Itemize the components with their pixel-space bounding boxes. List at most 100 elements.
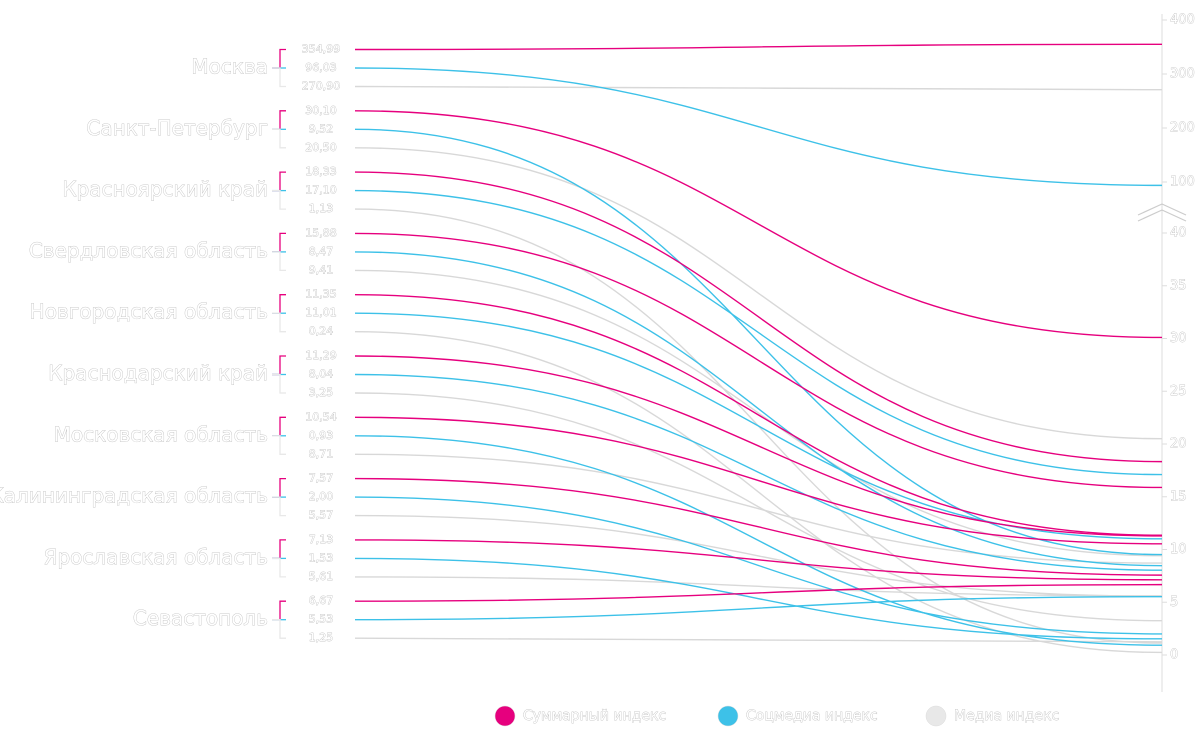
value-label: 7,13 (309, 533, 334, 546)
value-label: 96,03 (305, 61, 337, 74)
legend-marker (494, 705, 516, 727)
slope-line (354, 576, 1163, 597)
bracket (272, 600, 286, 621)
value-label: 1,13 (309, 202, 334, 215)
bracket (272, 557, 286, 578)
value-label: 10,54 (305, 410, 337, 423)
legend-label[interactable]: Соцмедиа индекс (746, 708, 878, 725)
value-label: 6,67 (309, 594, 334, 607)
value-label: 8,04 (309, 368, 334, 381)
bracket (272, 477, 286, 498)
bracket (272, 416, 286, 437)
value-label: 18,33 (305, 165, 337, 178)
value-label: 9,41 (309, 263, 334, 276)
bracket (272, 294, 286, 314)
legend-marker (717, 705, 739, 727)
slope-line (354, 477, 1163, 576)
legend-label[interactable]: Суммарный индекс (523, 708, 667, 725)
value-label: 2,00 (309, 490, 334, 503)
bracket (272, 67, 286, 88)
region-label: Новгородская область (30, 300, 268, 324)
slope-line (354, 355, 1163, 537)
y-tick-label: 20 (1170, 437, 1187, 452)
value-label: 8,47 (309, 245, 334, 258)
value-label: 5,61 (309, 570, 334, 583)
y-tick-label: 35 (1170, 278, 1187, 293)
value-label: 3,25 (309, 386, 334, 399)
slope-line (354, 232, 1163, 489)
slope-line (354, 251, 1163, 567)
bracket (272, 619, 286, 639)
value-label: 17,10 (305, 184, 337, 197)
region-label: Краснодарский край (48, 361, 268, 385)
y-tick-label: 5 (1170, 595, 1178, 610)
y-tick-label: 30 (1170, 331, 1187, 346)
slope-line (354, 110, 1163, 339)
bracket (272, 232, 286, 253)
legend-label[interactable]: Медиа индекс (954, 708, 1060, 725)
bracket (272, 435, 286, 455)
region-label: Свердловская область (29, 238, 268, 262)
value-label: 1,53 (309, 551, 334, 564)
slope-line (354, 294, 1163, 536)
slope-line (354, 435, 1163, 646)
bracket (272, 373, 286, 394)
value-label: 30,10 (305, 104, 337, 117)
value-label: 11,29 (305, 349, 337, 362)
region-label: Московская область (54, 422, 268, 446)
y-tick-label: 400 (1170, 13, 1195, 28)
slope-line (354, 557, 1163, 640)
bracket (272, 171, 286, 192)
region-label: Красноярский край (62, 177, 268, 201)
slope-line (354, 637, 1163, 643)
value-label: 8,71 (309, 447, 334, 460)
bracket (272, 496, 286, 517)
slope-line (354, 147, 1163, 440)
slope-line (354, 312, 1163, 540)
bracket (272, 189, 286, 210)
slope-line (354, 392, 1163, 622)
value-label: 270,90 (302, 80, 341, 93)
value-label: 5,57 (309, 509, 334, 522)
slope-line (354, 171, 1163, 463)
y-tick-label: 200 (1170, 121, 1195, 136)
region-label: Санкт-Петербург (86, 116, 268, 140)
region-label: Калининградская область (0, 484, 268, 508)
bracket (272, 312, 286, 333)
bracket (272, 355, 286, 376)
slope-line (354, 128, 1163, 556)
slope-line (354, 67, 1163, 187)
slope-line (354, 583, 1163, 602)
slope-line (354, 595, 1163, 621)
legend-marker (925, 705, 947, 727)
slope-line (354, 496, 1163, 635)
y-tick-label: 0 (1170, 648, 1178, 663)
value-label: 0,24 (309, 325, 334, 338)
slope-line (354, 453, 1163, 564)
slope-line (354, 331, 1163, 654)
region-label: Ярославская область (44, 545, 268, 569)
bracket (272, 128, 286, 149)
y-tick-label: 100 (1170, 175, 1195, 190)
y-tick-label: 300 (1170, 67, 1195, 82)
value-label: 9,52 (309, 122, 334, 135)
slope-line (354, 416, 1163, 545)
slope-line (354, 85, 1163, 91)
bracket (272, 251, 286, 272)
value-label: 11,01 (305, 306, 337, 319)
slope-line (354, 43, 1163, 51)
region-label: Севастополь (133, 606, 268, 630)
region-label: Москва (191, 55, 268, 79)
value-label: 1,25 (309, 631, 334, 644)
slope-line (354, 539, 1163, 581)
y-tick-label: 10 (1170, 542, 1187, 557)
slope-line (354, 373, 1163, 571)
value-label: 7,57 (309, 472, 334, 485)
bracket (272, 48, 286, 69)
value-label: 5,53 (309, 613, 334, 626)
value-label: 11,35 (305, 288, 337, 301)
bracket (272, 539, 286, 560)
slope-line (354, 189, 1163, 476)
y-tick-label: 25 (1170, 384, 1187, 399)
